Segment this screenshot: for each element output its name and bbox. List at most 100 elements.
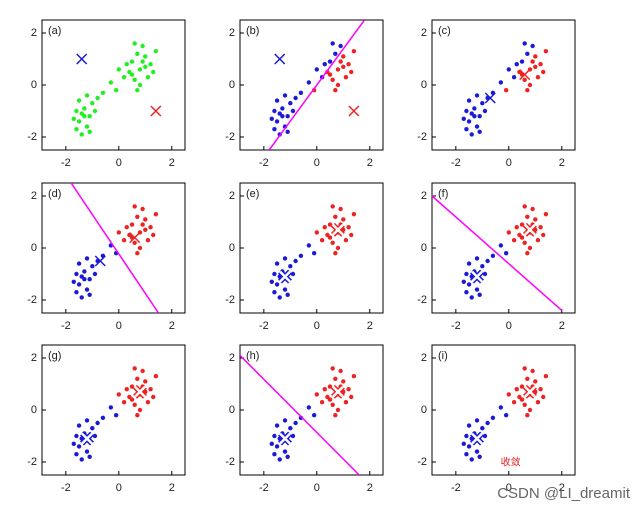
panel: -2 0 2 -2 0 2 (i) 收敛: [417, 344, 576, 494]
plot-area: [432, 195, 563, 311]
point: [76, 444, 82, 449]
x-tick-label: 0: [116, 157, 122, 169]
point: [480, 101, 485, 106]
point: [522, 240, 527, 245]
point: [314, 230, 319, 235]
y-tick-label: 2: [31, 352, 37, 364]
point: [338, 368, 343, 374]
point: [290, 271, 296, 277]
point: [346, 225, 351, 230]
point: [108, 80, 114, 85]
point: [274, 423, 280, 428]
point: [519, 384, 525, 389]
point: [533, 54, 538, 59]
point: [480, 264, 485, 269]
point: [498, 405, 504, 410]
point: [525, 413, 530, 418]
y-tick-label: 2: [31, 190, 37, 202]
point: [503, 88, 509, 93]
point: [84, 256, 90, 261]
point: [351, 374, 357, 379]
x-tick-label: 2: [367, 320, 373, 332]
point: [129, 222, 135, 227]
point: [480, 426, 485, 431]
point: [274, 119, 280, 124]
point: [543, 212, 549, 217]
axes-box: [431, 182, 576, 314]
point: [519, 397, 525, 402]
point: [74, 108, 79, 114]
plot-area: [461, 366, 549, 462]
x-tick-label: -2: [61, 482, 71, 494]
point: [92, 271, 98, 277]
x-tick-label: -2: [451, 320, 461, 332]
point: [274, 261, 280, 266]
point: [464, 452, 469, 457]
y-tick-label: 2: [229, 352, 235, 364]
point: [285, 454, 290, 459]
point: [92, 108, 98, 114]
point: [474, 449, 480, 454]
point: [469, 132, 474, 137]
point: [148, 225, 153, 230]
point: [121, 400, 127, 405]
decision-boundary: [432, 195, 563, 311]
panel: -2 0 2 -2 0 2 (h): [225, 344, 384, 494]
y-tick-label: 0: [31, 404, 37, 416]
point: [95, 420, 100, 426]
x-tick-label: 0: [314, 482, 320, 494]
point: [333, 88, 338, 93]
point: [135, 51, 140, 56]
point: [151, 394, 156, 400]
point: [132, 402, 137, 407]
point: [477, 454, 482, 459]
y-tick-label: 0: [229, 79, 235, 91]
y-tick-label: -2: [27, 294, 37, 306]
y-tick-label: 0: [31, 79, 37, 91]
point: [349, 69, 354, 75]
point: [343, 238, 349, 243]
point: [100, 415, 106, 420]
point: [272, 127, 277, 132]
point: [84, 287, 90, 292]
plot-area: [269, 204, 357, 300]
point: [151, 232, 156, 238]
point: [349, 232, 354, 238]
point: [124, 225, 129, 230]
point: [498, 80, 504, 85]
point: [511, 75, 517, 80]
point: [132, 204, 137, 209]
point: [485, 258, 490, 264]
point: [87, 129, 92, 134]
point: [87, 277, 92, 282]
point: [148, 387, 153, 392]
x-tick-label: -2: [61, 320, 71, 332]
point: [474, 93, 480, 98]
x-tick-label: 2: [367, 157, 373, 169]
point: [311, 413, 317, 418]
point: [84, 449, 90, 454]
point: [90, 426, 95, 431]
point: [82, 269, 87, 274]
point: [90, 101, 95, 106]
point: [288, 264, 293, 269]
centroid: [471, 270, 483, 283]
x-tick-label: 2: [169, 157, 175, 169]
point: [474, 256, 480, 261]
point: [84, 418, 90, 423]
point: [474, 287, 480, 292]
centroid: [274, 53, 286, 65]
point: [135, 376, 140, 381]
x-tick-label: 2: [559, 482, 565, 494]
point: [74, 127, 79, 132]
point: [522, 366, 527, 371]
point: [464, 108, 469, 114]
point: [92, 433, 98, 439]
x-tick-label: -2: [61, 157, 71, 169]
point: [519, 235, 525, 240]
point: [503, 413, 509, 418]
point: [333, 51, 338, 56]
point: [314, 392, 319, 397]
point: [272, 290, 277, 295]
